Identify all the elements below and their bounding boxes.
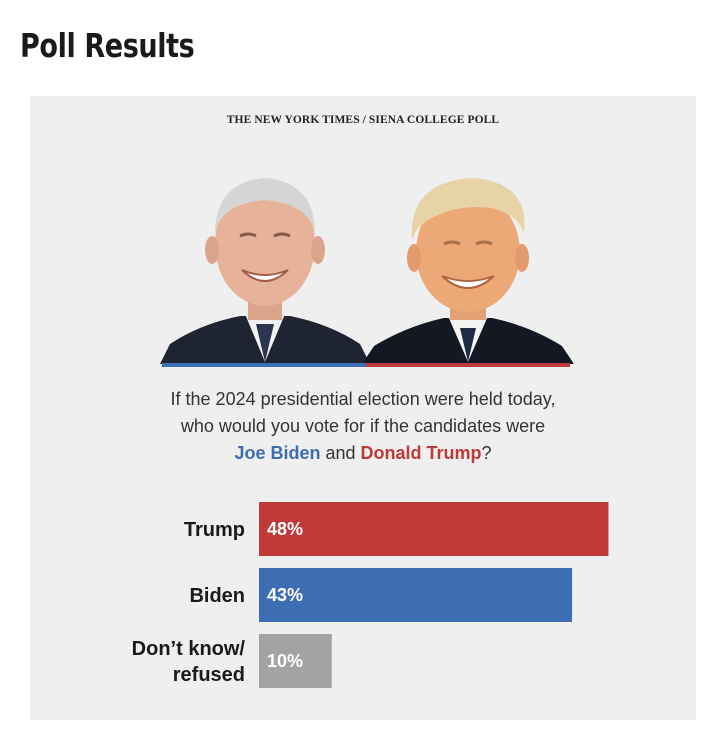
accent-line (162, 363, 570, 367)
candidate-biden: Joe Biden (234, 443, 321, 463)
category-label-don-t-know-line-1: Don’t know/ (132, 638, 246, 660)
question-line-2: who would you vote for if the candidates… (180, 416, 546, 436)
question-line-1: If the 2024 presidential election were h… (170, 389, 556, 409)
value-label-don-t-know: 10% (267, 651, 303, 671)
poll-graphic: THE NEW YORK TIMES / SIENA COLLEGE POLL (30, 96, 696, 720)
poll-bar-chart: 48% Trump 43% Biden 10% Don’t know/refused (132, 502, 609, 688)
poll-source: THE NEW YORK TIMES / SIENA COLLEGE POLL (226, 114, 500, 126)
accent-line-trump (366, 363, 570, 367)
poll-question: If the 2024 presidential election were h… (30, 386, 696, 467)
category-label-don-t-know-line-2: refused (173, 664, 245, 686)
question-line-3: Joe Biden and Donald Trump? (30, 440, 696, 467)
bar-trump (259, 502, 609, 556)
bar-don-t-know (259, 634, 332, 688)
question-mark: ? (481, 443, 492, 463)
biden-portrait-icon (160, 164, 370, 364)
bar-biden (259, 568, 573, 622)
value-label-trump: 48% (267, 519, 303, 539)
page-title: Poll Results (20, 26, 195, 65)
candidate-trump: Donald Trump (360, 443, 482, 463)
question-connector: and (325, 443, 356, 463)
trump-portrait-icon (362, 164, 574, 364)
category-label-trump: Trump (184, 519, 245, 541)
value-label-biden: 43% (267, 585, 303, 605)
category-label-biden: Biden (189, 585, 245, 607)
accent-line-biden (162, 363, 366, 367)
